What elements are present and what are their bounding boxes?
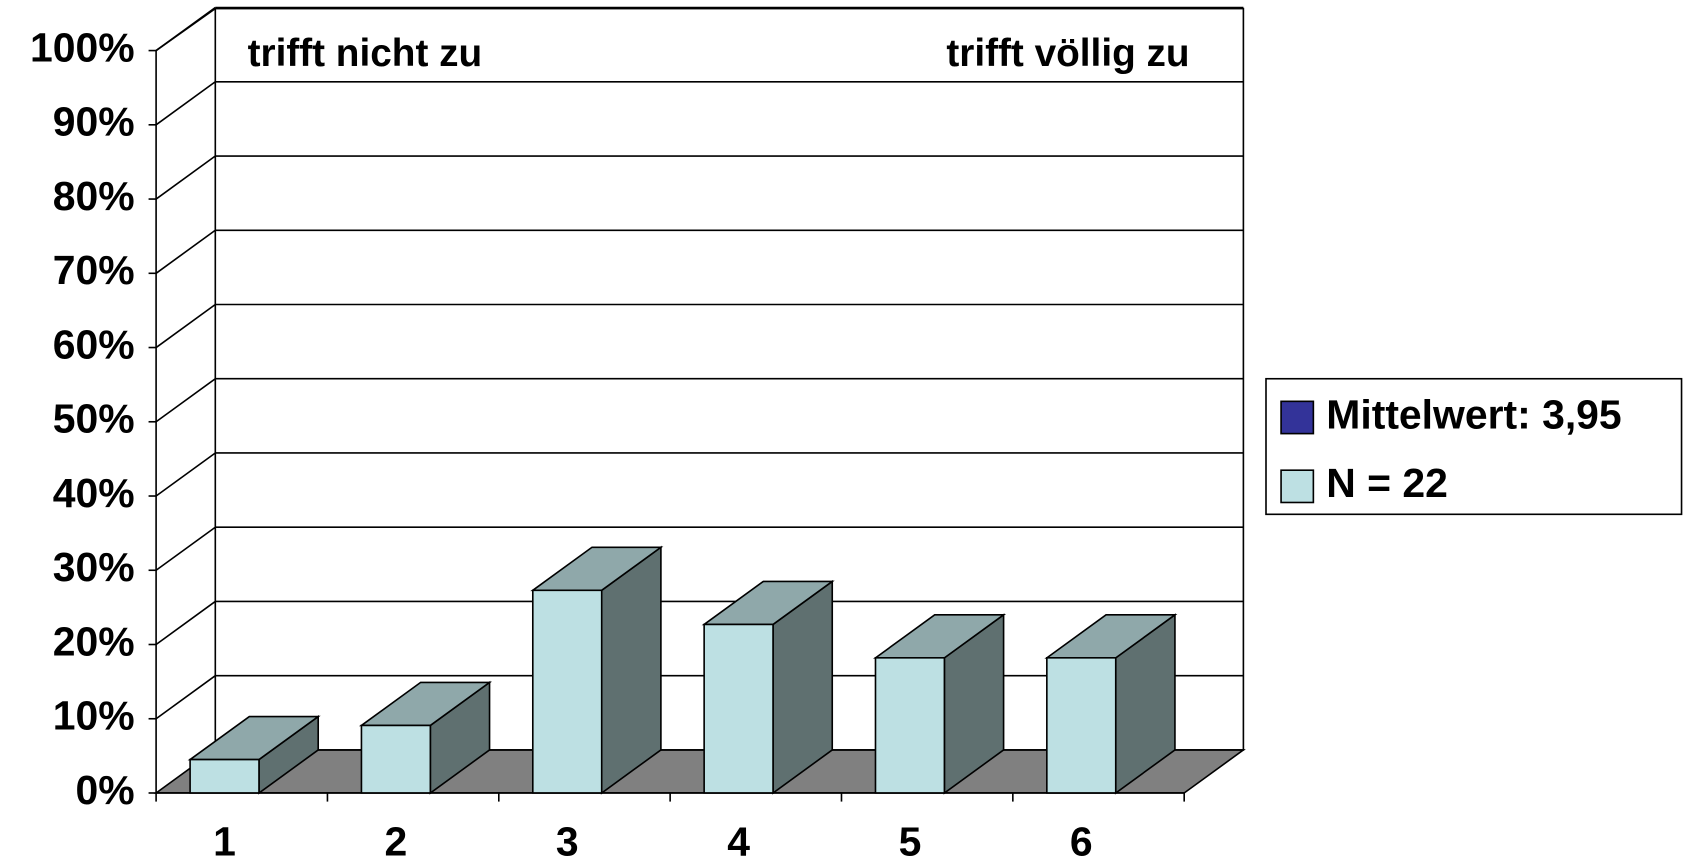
- grid-line: [155, 229, 216, 274]
- x-tick-label: 4: [727, 818, 750, 864]
- bar-front: [360, 724, 432, 794]
- annotation: trifft nicht zu: [248, 32, 483, 75]
- x-tick-label: 3: [556, 818, 579, 864]
- bar-front: [189, 758, 260, 794]
- grid-line: [155, 452, 216, 497]
- grid-line: [155, 378, 216, 423]
- bar-front: [703, 623, 774, 794]
- legend-label: Mittelwert: 3,95: [1326, 391, 1621, 437]
- y-tick-label: 0%: [75, 767, 134, 813]
- grid-line: [155, 155, 216, 200]
- x-tick-label: 1: [213, 818, 236, 864]
- bar: [187, 714, 321, 795]
- y-tick-label: 60%: [53, 321, 135, 367]
- bar: [701, 579, 835, 795]
- grid-line: [155, 600, 216, 646]
- bar: [873, 613, 1007, 795]
- y-tick-label: 80%: [53, 173, 135, 219]
- grid-line: [155, 81, 216, 126]
- legend-swatch: [1280, 400, 1315, 435]
- bar: [358, 680, 493, 795]
- y-tick-label: 90%: [53, 99, 135, 145]
- annotation: trifft völlig zu: [946, 32, 1189, 75]
- y-tick-label: 30%: [53, 544, 135, 590]
- bar-front: [874, 657, 946, 794]
- legend-swatch: [1280, 469, 1315, 504]
- legend: [1265, 377, 1683, 516]
- y-tick-label: 40%: [53, 470, 135, 516]
- grid-line: [155, 675, 216, 720]
- grid-line: [155, 526, 216, 571]
- y-tick-label: 50%: [53, 396, 135, 442]
- x-tick-label: 5: [899, 818, 922, 864]
- bar-front: [531, 589, 603, 794]
- y-tick-label: 20%: [53, 618, 135, 664]
- y-tick-label: 10%: [53, 693, 135, 739]
- bar-front: [1046, 657, 1117, 794]
- bar: [530, 545, 664, 795]
- y-tick-label: 100%: [30, 24, 135, 70]
- bar: [1044, 613, 1178, 795]
- x-tick-label: 6: [1070, 818, 1093, 864]
- y-tick-label: 70%: [53, 247, 135, 293]
- x-tick-label: 2: [385, 818, 408, 864]
- legend-label: N = 22: [1326, 460, 1448, 506]
- grid-line: [155, 6, 216, 52]
- grid-line: [155, 303, 216, 349]
